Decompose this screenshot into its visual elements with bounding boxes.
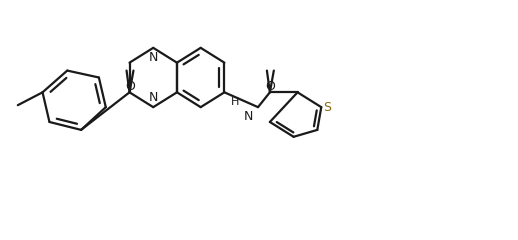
Text: S: S <box>323 101 331 114</box>
Text: O: O <box>265 80 275 93</box>
Text: N: N <box>149 51 158 64</box>
Text: N: N <box>244 110 253 123</box>
Text: H: H <box>231 97 239 107</box>
Text: N: N <box>149 91 158 104</box>
Text: O: O <box>125 80 135 93</box>
